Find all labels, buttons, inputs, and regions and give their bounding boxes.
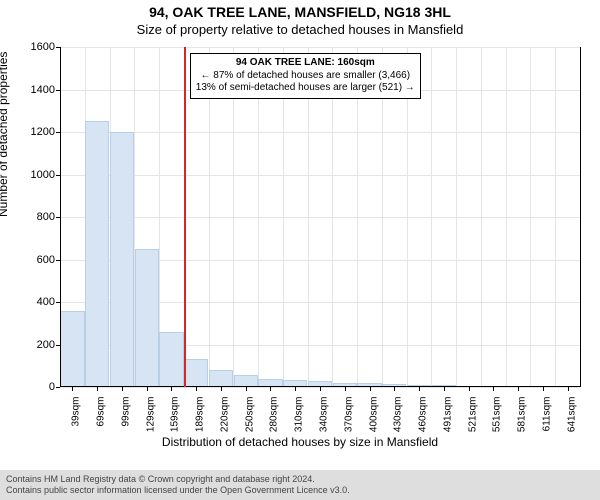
page-subtitle: Size of property relative to detached ho… (0, 22, 600, 37)
info-box-line2: ← 87% of detached houses are smaller (3,… (196, 70, 415, 83)
histogram-bar (184, 359, 208, 387)
x-tick-label: 129sqm (145, 397, 156, 433)
x-tick-label: 491sqm (442, 397, 453, 433)
x-tick-label: 400sqm (368, 397, 379, 433)
x-tick-label: 99sqm (120, 397, 131, 427)
y-tick-label: 0 (15, 381, 55, 393)
x-tick-label: 370sqm (343, 397, 354, 433)
x-tick-label: 280sqm (269, 397, 280, 433)
plot-area: 94 OAK TREE LANE: 160sqm← 87% of detache… (60, 47, 581, 387)
chart-container: Number of detached properties 0 200 400 600… (0, 37, 600, 437)
x-axis-title: Distribution of detached houses by size … (0, 435, 600, 449)
x-tick-label: 551sqm (492, 397, 503, 433)
y-tick-label: 1600 (15, 41, 55, 53)
x-tick-label: 641sqm (566, 397, 577, 433)
histogram-bar (135, 249, 159, 387)
histogram-bar (60, 311, 84, 388)
y-tick-label: 400 (15, 296, 55, 308)
x-tick-label: 39sqm (71, 397, 82, 427)
footer-line-1: Contains HM Land Registry data © Crown c… (6, 474, 594, 485)
histogram-bar (110, 132, 134, 387)
x-tick-label: 340sqm (319, 397, 330, 433)
y-tick-label: 1400 (15, 84, 55, 96)
x-tick-label: 189sqm (195, 397, 206, 433)
x-tick-label: 310sqm (294, 397, 305, 433)
x-tick-label: 430sqm (393, 397, 404, 433)
y-tick-label: 200 (15, 339, 55, 351)
x-tick-label: 460sqm (418, 397, 429, 433)
histogram-bar (85, 121, 109, 387)
info-box: 94 OAK TREE LANE: 160sqm← 87% of detache… (190, 53, 421, 99)
y-tick-label: 1200 (15, 126, 55, 138)
y-tick-label: 1000 (15, 169, 55, 181)
info-box-line3: 13% of semi-detached houses are larger (… (196, 82, 415, 95)
y-tick-label: 800 (15, 211, 55, 223)
y-tick-label: 600 (15, 254, 55, 266)
info-box-line1: 94 OAK TREE LANE: 160sqm (196, 57, 415, 70)
x-tick-label: 159sqm (170, 397, 181, 433)
histogram-bar (209, 370, 233, 387)
histogram-bar (159, 332, 183, 387)
footer-line-2: Contains public sector information licen… (6, 485, 594, 496)
x-tick-label: 250sqm (244, 397, 255, 433)
highlight-line (184, 47, 186, 387)
x-tick-label: 521sqm (467, 397, 478, 433)
x-tick-label: 69sqm (96, 397, 107, 427)
x-tick-label: 220sqm (219, 397, 230, 433)
x-tick-label: 581sqm (517, 397, 528, 433)
x-tick-label: 611sqm (541, 397, 552, 432)
footer: Contains HM Land Registry data © Crown c… (0, 470, 600, 500)
page-title: 94, OAK TREE LANE, MANSFIELD, NG18 3HL (0, 4, 600, 20)
y-axis-title: Number of detached properties (0, 52, 10, 217)
